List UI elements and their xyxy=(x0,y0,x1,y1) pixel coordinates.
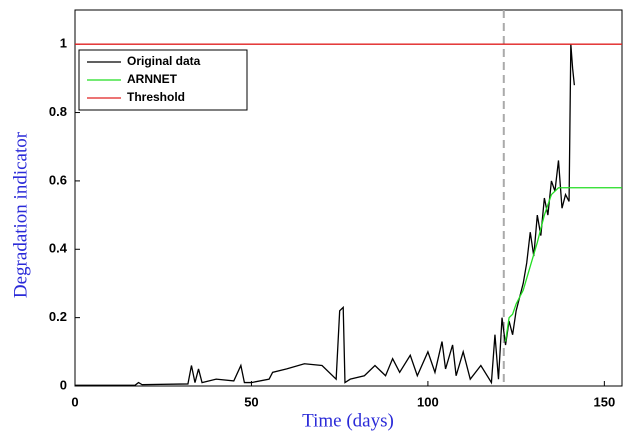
x-tick-label: 150 xyxy=(594,394,616,409)
x-tick-label: 100 xyxy=(417,394,439,409)
y-tick-label: 0.4 xyxy=(49,241,68,256)
legend-label: Original data xyxy=(127,54,201,68)
y-tick-label: 0.6 xyxy=(49,172,67,187)
x-axis-label: Time (days) xyxy=(302,410,394,431)
y-tick-label: 0 xyxy=(60,377,67,392)
legend-label: ARNNET xyxy=(127,72,178,86)
y-tick-label: 1 xyxy=(60,36,67,51)
x-tick-label: 0 xyxy=(71,394,78,409)
x-tick-label: 50 xyxy=(244,394,258,409)
legend-label: Threshold xyxy=(127,90,185,104)
data-line xyxy=(504,187,622,342)
data-line xyxy=(75,44,576,386)
plot-area xyxy=(74,9,623,387)
y-tick-label: 0.2 xyxy=(49,309,67,324)
y-axis-label: Degradation indicator xyxy=(10,131,31,298)
y-tick-label: 0.8 xyxy=(49,104,67,119)
